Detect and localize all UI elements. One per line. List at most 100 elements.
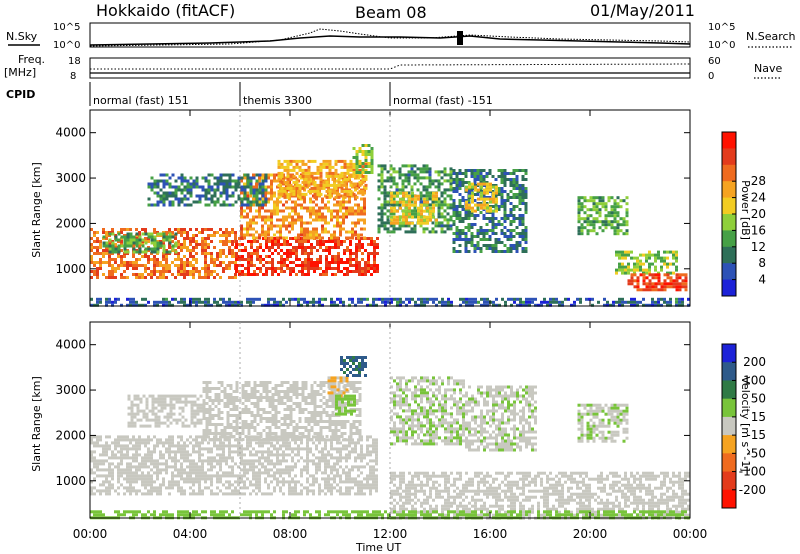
data-cell (352, 162, 356, 166)
data-cell (147, 240, 150, 243)
data-cell (219, 252, 222, 255)
data-cell (524, 187, 528, 190)
data-cell (120, 264, 123, 267)
data-cell (138, 441, 141, 445)
data-cell (291, 227, 294, 231)
data-cell (283, 195, 287, 199)
data-cell (141, 303, 144, 307)
data-cell (601, 205, 605, 209)
data-cell (470, 226, 474, 229)
data-cell (240, 480, 243, 484)
data-cell (270, 474, 273, 478)
data-cell (295, 171, 299, 175)
data-cell (156, 264, 159, 267)
data-cell (120, 471, 123, 475)
data-cell (249, 233, 252, 237)
data-cell (246, 471, 249, 475)
data-cell (186, 459, 189, 463)
data-cell (616, 214, 620, 218)
data-cell (336, 188, 339, 192)
data-cell (426, 200, 429, 204)
data-cell (267, 233, 270, 237)
data-cell (201, 240, 204, 243)
data-cell (507, 297, 510, 301)
data-cell (346, 162, 350, 166)
data-cell (114, 465, 117, 469)
data-cell (144, 462, 147, 466)
data-cell (345, 200, 348, 204)
data-cell (144, 444, 147, 448)
data-cell (521, 214, 525, 217)
data-cell (150, 468, 153, 472)
data-cell (280, 180, 284, 184)
data-cell (180, 191, 184, 195)
data-cell (192, 255, 195, 258)
data-cell (337, 252, 340, 255)
data-cell (135, 244, 139, 248)
data-cell (495, 200, 498, 204)
data-cell (180, 246, 183, 249)
data-cell (455, 232, 459, 235)
data-cell (147, 480, 150, 484)
data-cell (625, 220, 629, 224)
data-cell (216, 486, 219, 490)
data-cell (471, 194, 474, 198)
data-cell (339, 233, 342, 237)
data-cell (370, 162, 374, 165)
data-cell (586, 217, 590, 221)
data-cell (168, 194, 172, 198)
data-cell (306, 462, 309, 466)
data-cell (102, 453, 105, 457)
data-cell (252, 483, 255, 487)
data-cell (318, 236, 321, 240)
data-cell (327, 486, 330, 490)
data-cell (268, 240, 271, 243)
data-cell (265, 240, 268, 243)
data-cell (192, 465, 195, 469)
data-cell (666, 262, 669, 266)
data-cell (301, 240, 304, 243)
data-cell (449, 170, 453, 174)
data-cell (429, 209, 432, 213)
data-cell (315, 462, 318, 466)
data-cell (183, 450, 186, 454)
data-cell (513, 300, 516, 304)
data-cell (174, 258, 177, 261)
data-cell (129, 492, 132, 496)
data-cell (204, 303, 207, 307)
data-cell (195, 179, 199, 183)
data-cell (144, 303, 147, 307)
data-cell (349, 243, 352, 246)
data-cell (210, 489, 213, 493)
data-cell (144, 480, 147, 484)
data-cell (135, 489, 138, 493)
data-cell (521, 169, 525, 172)
data-cell (240, 456, 243, 460)
data-cell (354, 212, 357, 216)
data-cell (583, 217, 587, 221)
data-cell (162, 273, 165, 276)
data-cell (126, 477, 129, 481)
data-cell (219, 191, 223, 195)
data-cell (144, 492, 147, 496)
data-cell (633, 297, 636, 301)
data-cell (189, 486, 192, 490)
data-cell (355, 159, 359, 162)
data-cell (279, 486, 282, 490)
data-cell (402, 197, 405, 201)
data-cell (243, 176, 246, 180)
data-cell (295, 252, 298, 255)
data-cell (648, 262, 651, 266)
data-cell (141, 480, 144, 484)
data-cell (348, 303, 351, 307)
data-cell (519, 297, 522, 301)
data-cell (518, 196, 522, 199)
data-cell (177, 246, 180, 249)
data-cell (549, 303, 552, 307)
data-cell (108, 244, 112, 248)
data-cell (491, 190, 495, 193)
data-cell (238, 270, 241, 273)
data-cell (663, 259, 666, 263)
data-cell (601, 202, 605, 206)
data-cell (286, 252, 289, 255)
